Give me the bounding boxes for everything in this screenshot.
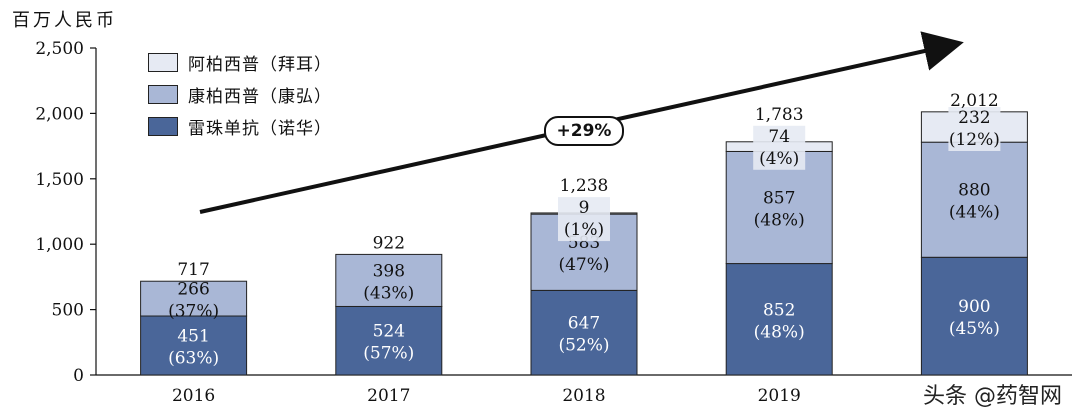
share-label-ranibizumab: (48%) (754, 322, 805, 342)
share-label-conbercept: (48%) (754, 211, 805, 231)
bar-segment-ranibizumab (920, 256, 1028, 376)
share-label-ranibizumab: (63%) (168, 349, 219, 369)
data-label-aflibercept: 232 (958, 108, 990, 128)
legend-label-ranibizumab: 雷珠单抗（诺华） (188, 118, 332, 139)
data-label-conbercept: 398 (373, 261, 405, 281)
data-label-aflibercept: 74 (768, 127, 790, 147)
watermark: 头条 @药智网 (923, 384, 1062, 409)
share-label-ranibizumab: (57%) (363, 344, 414, 364)
x-tick-label: 2019 (758, 386, 801, 406)
share-label-conbercept: (44%) (949, 203, 1000, 223)
label-backing-aflibercept (948, 107, 1001, 152)
x-tick-label: 2018 (562, 386, 605, 406)
bar-segment-ranibizumab (530, 289, 638, 376)
total-label: 2,012 (950, 91, 999, 111)
legend-item-aflibercept: 阿柏西普（拜耳） (148, 50, 332, 75)
total-label: 1,238 (560, 176, 609, 196)
total-label: 717 (177, 260, 209, 280)
y-tick-label: 1,500 (35, 170, 84, 190)
legend-item-ranibizumab: 雷珠单抗（诺华） (148, 114, 332, 139)
legend-label-conbercept: 康柏西普（康弘） (188, 86, 332, 107)
legend-swatch-ranibizumab (148, 116, 178, 136)
share-label-aflibercept: (1%) (564, 220, 604, 240)
total-label: 1,783 (755, 105, 804, 125)
data-label-aflibercept: 9 (579, 198, 590, 218)
legend-item-conbercept: 康柏西普（康弘） (148, 82, 332, 107)
y-axis-unit-label: 百万人民币 (12, 10, 117, 31)
share-label-ranibizumab: (45%) (949, 319, 1000, 339)
data-label-ranibizumab: 852 (763, 300, 795, 320)
label-backing-aflibercept (558, 197, 610, 242)
share-label-aflibercept: (12%) (949, 130, 1000, 150)
legend-swatch-aflibercept (148, 52, 178, 72)
legend-swatch-conbercept (148, 84, 178, 104)
data-label-conbercept: 880 (958, 181, 990, 201)
label-backing-aflibercept (753, 125, 806, 170)
data-label-ranibizumab: 524 (373, 322, 405, 342)
share-label-conbercept: (47%) (558, 255, 609, 275)
bar-segment-conbercept (335, 253, 443, 307)
bar-segment-conbercept (140, 280, 248, 317)
share-label-conbercept: (37%) (168, 302, 219, 322)
y-tick-label: 1,000 (35, 235, 84, 255)
legend: 阿柏西普（拜耳） 康柏西普（康弘） 雷珠单抗（诺华） (148, 50, 332, 146)
y-tick-label: 500 (52, 301, 84, 321)
bar-segment-ranibizumab (335, 305, 443, 376)
bar-segment-ranibizumab (725, 263, 833, 376)
y-tick-label: 0 (73, 366, 84, 386)
share-label-aflibercept: (4%) (759, 149, 799, 169)
x-tick-label: 2016 (172, 386, 215, 406)
share-label-conbercept: (43%) (363, 283, 414, 303)
y-tick-label: 2,000 (35, 104, 84, 124)
data-label-ranibizumab: 451 (177, 327, 209, 347)
share-label-ranibizumab: (52%) (558, 336, 609, 356)
growth-rate-badge: +29% (544, 116, 624, 146)
bar-segment-conbercept (920, 141, 1028, 258)
data-label-ranibizumab: 900 (958, 297, 990, 317)
total-label: 922 (373, 233, 405, 253)
data-label-conbercept: 857 (763, 189, 795, 209)
data-label-ranibizumab: 647 (568, 314, 600, 334)
x-tick-label: 2017 (367, 386, 410, 406)
bar-segment-ranibizumab (140, 315, 248, 376)
data-label-conbercept: 266 (177, 280, 209, 300)
y-tick-label: 2,500 (35, 39, 84, 59)
legend-label-aflibercept: 阿柏西普（拜耳） (188, 54, 332, 75)
